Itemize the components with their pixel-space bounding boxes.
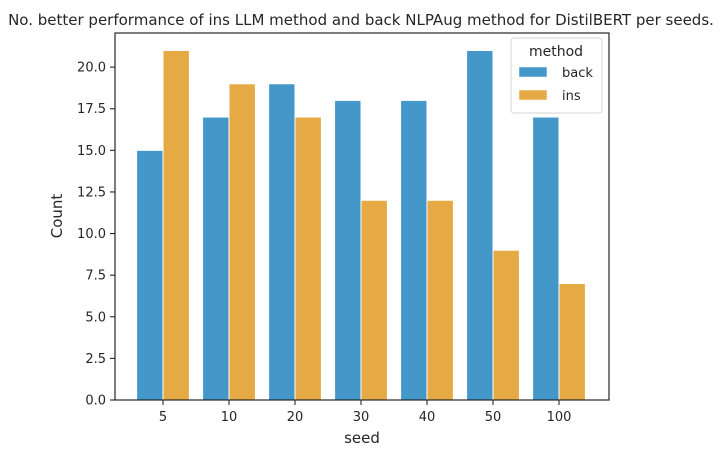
- y-tick-label: 5.0: [85, 310, 106, 325]
- x-axis-label: seed: [344, 429, 380, 447]
- bar-ins-30: [360, 199, 388, 401]
- y-tick-label: 12.5: [77, 185, 106, 200]
- y-axis: 0.0 2.5 5.0 7.5 10.0 12.5 15.0 17.5 20.0: [77, 61, 115, 409]
- y-tick-label: 0.0: [85, 394, 106, 409]
- bar-back-40: [400, 99, 428, 401]
- bar-back-50: [466, 49, 494, 401]
- x-tick-label: 30: [353, 410, 370, 425]
- y-axis-label: Count: [48, 194, 66, 239]
- y-tick-label: 20.0: [77, 61, 106, 76]
- y-tick-label: 17.5: [77, 102, 106, 117]
- x-tick-label: 50: [485, 410, 502, 425]
- legend-label-back: back: [562, 66, 593, 81]
- x-tick-label: 10: [221, 410, 238, 425]
- bar-ins-5: [162, 49, 190, 401]
- bar-ins-40: [426, 199, 454, 401]
- bar-back-5: [136, 149, 164, 401]
- bar-back-10: [202, 116, 230, 401]
- legend-swatch-ins: [518, 89, 548, 101]
- y-tick-label: 10.0: [77, 227, 106, 242]
- y-tick-label: 7.5: [85, 269, 106, 284]
- x-tick-label: 100: [547, 410, 572, 425]
- x-axis: 5 10 20 30 40 50 100: [159, 400, 572, 425]
- y-tick-label: 2.5: [85, 352, 106, 367]
- legend-items: back ins: [518, 66, 593, 104]
- chart-title: No. better performance of ins LLM method…: [8, 11, 714, 29]
- bar-ins-100: [558, 282, 586, 401]
- legend: method back ins: [510, 37, 603, 114]
- legend-label-ins: ins: [562, 89, 581, 104]
- legend-title: method: [529, 44, 583, 60]
- bar-ins-50: [492, 249, 520, 401]
- bar-ins-20: [294, 116, 322, 401]
- x-tick-label: 40: [419, 410, 436, 425]
- legend-swatch-back: [518, 66, 548, 78]
- x-tick-label: 20: [287, 410, 304, 425]
- y-tick-label: 15.0: [77, 144, 106, 159]
- bars-layer: [136, 49, 586, 401]
- plot-frame: [114, 32, 610, 401]
- bar-back-30: [334, 99, 362, 401]
- x-tick-label: 5: [159, 410, 167, 425]
- bar-back-100: [532, 116, 560, 401]
- bar-ins-10: [228, 83, 256, 401]
- bar-back-20: [268, 83, 296, 401]
